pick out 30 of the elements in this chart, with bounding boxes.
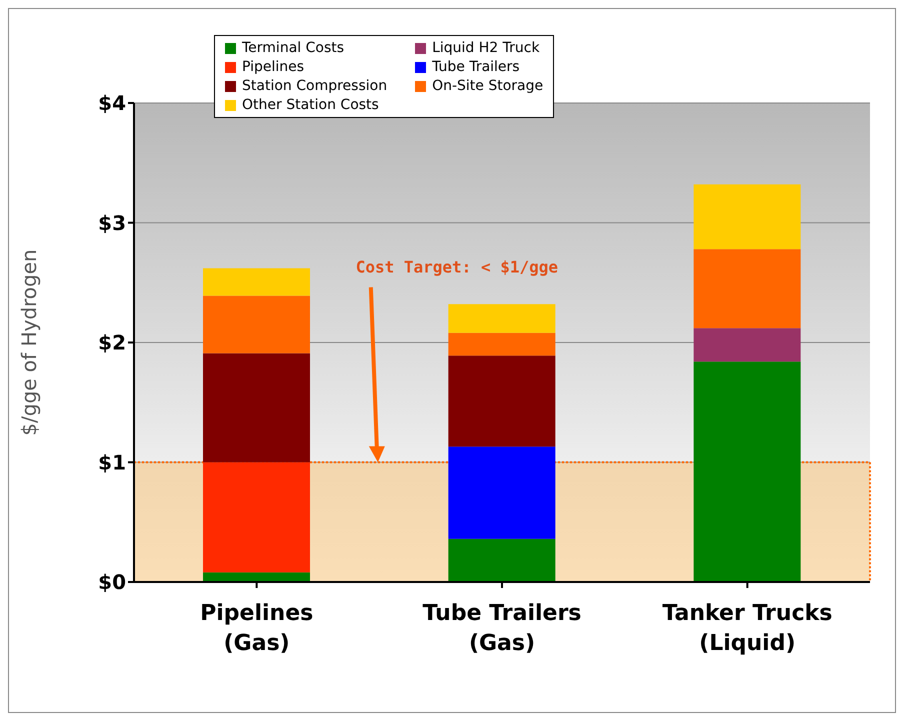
bar <box>694 249 801 328</box>
legend-label: Other Station Costs <box>241 97 380 113</box>
bar <box>694 362 801 582</box>
bar <box>694 184 801 250</box>
x-tick-label: Pipelines (Gas) <box>200 601 314 656</box>
bar <box>203 268 310 296</box>
y-tick-label: $4 <box>98 91 126 116</box>
x-tick-label: Tanker Trucks (Liquid) <box>662 601 832 656</box>
y-tick-label: $3 <box>98 210 126 235</box>
legend-label: Terminal Costs <box>241 40 346 56</box>
x-tick-label: Tube Trailers (Gas) <box>422 601 582 656</box>
legend-label: Station Compression <box>241 78 388 94</box>
bar <box>448 538 556 582</box>
y-axis-title: $/gge of Hydrogen <box>17 249 42 436</box>
y-tick-label: $2 <box>98 330 126 355</box>
legend-label: On-Site Storage <box>431 78 544 94</box>
bar <box>203 296 310 354</box>
bar <box>203 353 310 462</box>
legend-label: Tube Trailers <box>431 59 521 75</box>
annotation: Cost Target: < $1/gge <box>356 257 558 276</box>
y-tick-label: $0 <box>98 570 126 594</box>
y-tick-label: $1 <box>98 450 126 474</box>
legend-label: Liquid H2 Truck <box>431 40 541 56</box>
bar <box>448 332 556 356</box>
bar <box>694 328 801 362</box>
bar <box>203 462 310 572</box>
bar <box>448 304 556 333</box>
bar <box>448 356 556 447</box>
legend-label: Pipelines <box>241 59 306 75</box>
bar <box>448 446 556 539</box>
